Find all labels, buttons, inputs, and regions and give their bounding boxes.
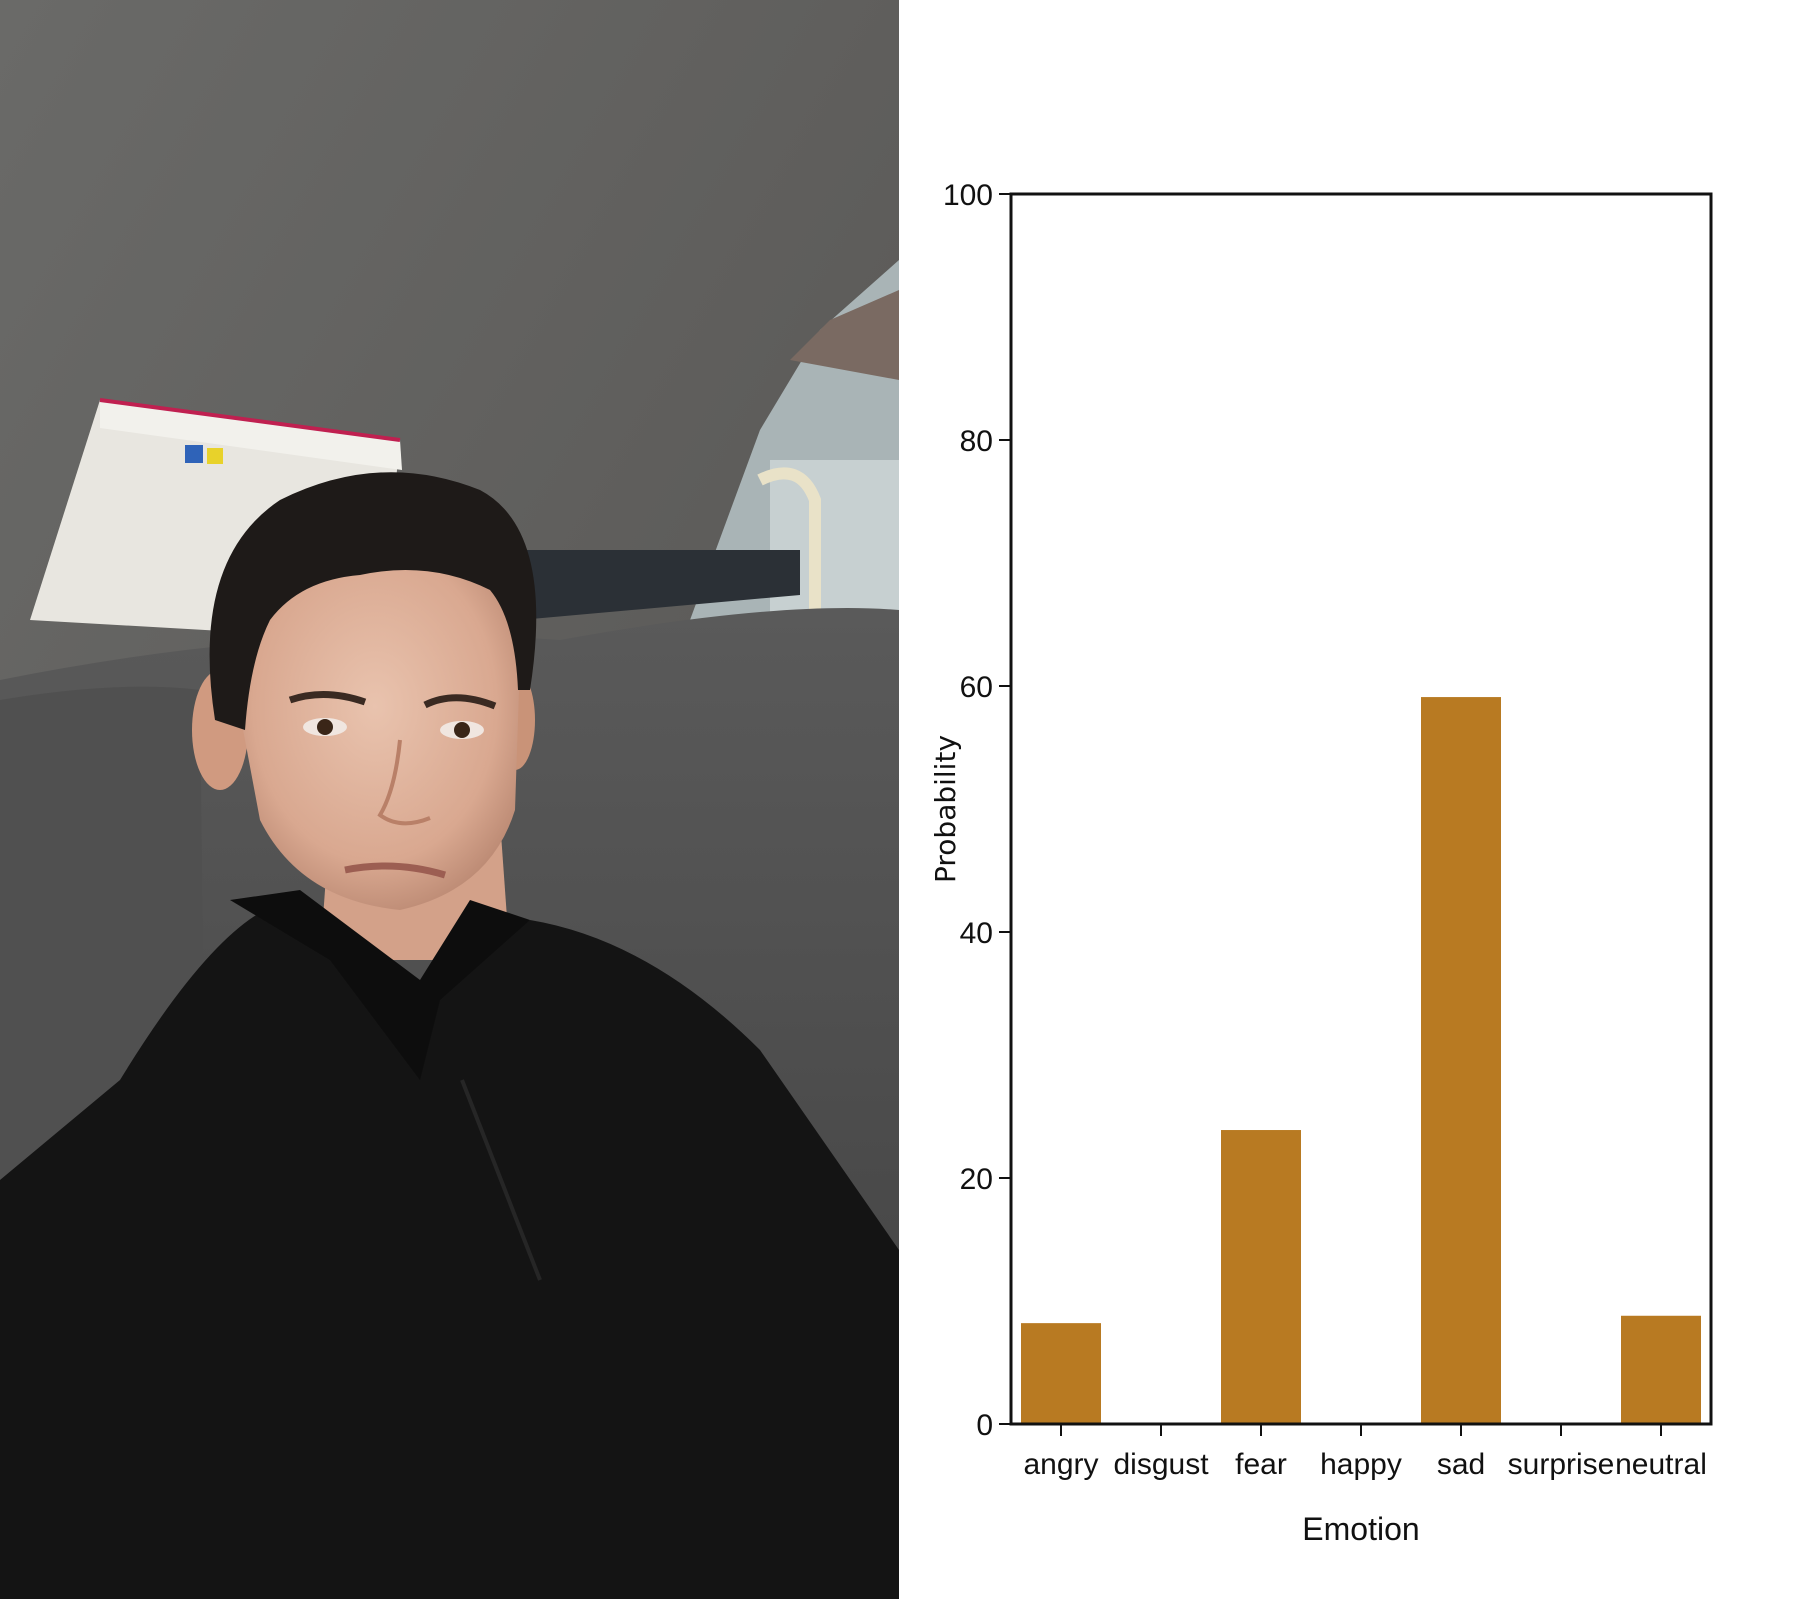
x-tick-label: sad <box>1437 1448 1485 1481</box>
x-tick-label: disgust <box>1113 1448 1209 1481</box>
bar-angry <box>1021 1323 1101 1424</box>
y-tick-label: 100 <box>943 179 993 212</box>
plot-frame <box>1009 192 1713 1426</box>
axes-layer <box>1009 192 1713 1426</box>
bar-sad <box>1421 697 1501 1424</box>
y-tick-label: 20 <box>960 1163 993 1196</box>
bars-layer <box>1021 697 1701 1424</box>
chart-svg: 0 20 40 60 80 100 angry disgust fear happy sad sur… <box>929 179 1713 1547</box>
y-ticks: 0 20 40 60 80 100 <box>943 179 1011 1442</box>
y-tick-label: 80 <box>960 425 993 458</box>
y-tick-label: 60 <box>960 671 993 704</box>
y-tick-label: 0 <box>976 1409 993 1442</box>
x-ticks: angry disgust fear happy sad surprise neutral <box>1023 1424 1707 1481</box>
x-tick-label: fear <box>1235 1448 1287 1481</box>
photo-panel <box>0 0 899 1599</box>
y-tick-label: 40 <box>960 917 993 950</box>
x-tick-label: happy <box>1320 1448 1402 1481</box>
bar-fear <box>1221 1130 1301 1424</box>
emotion-bar-chart: 0 20 40 60 80 100 angry disgust fear happy sad sur… <box>899 0 1798 1599</box>
x-axis-label: Emotion <box>1302 1511 1419 1547</box>
x-tick-label: angry <box>1023 1448 1098 1481</box>
x-tick-label: neutral <box>1615 1448 1707 1481</box>
person-photo <box>0 0 899 1599</box>
y-axis-label: Probability <box>929 735 962 883</box>
bar-neutral <box>1621 1315 1701 1424</box>
x-tick-label: surprise <box>1508 1448 1615 1481</box>
